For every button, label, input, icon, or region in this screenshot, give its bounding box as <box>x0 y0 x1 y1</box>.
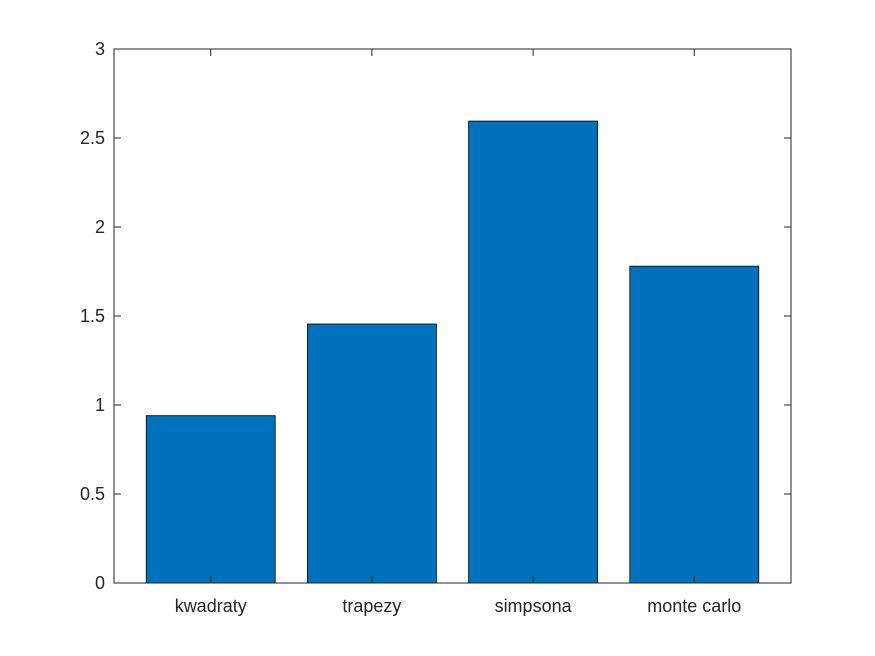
y-tick-label: 2.5 <box>80 128 105 148</box>
y-axis: 0 0.5 1 1.5 2 2.5 3 <box>80 39 791 593</box>
bar-simpsona <box>468 120 598 584</box>
x-axis: kwadraty trapezy simpsona monte carlo <box>175 49 741 616</box>
bar-monte-carlo <box>629 265 760 584</box>
y-tick-label: 3 <box>95 39 105 59</box>
y-tick-label: 1.5 <box>80 306 105 326</box>
bar-kwadraty <box>145 415 276 584</box>
x-category-label: monte carlo <box>647 596 741 616</box>
bar-trapezy <box>307 323 437 584</box>
bars-layer <box>145 120 760 584</box>
x-category-label: trapezy <box>342 596 401 616</box>
y-tick-label: 0 <box>95 573 105 593</box>
y-tick-label: 1 <box>95 395 105 415</box>
y-tick-label: 2 <box>95 217 105 237</box>
x-category-label: kwadraty <box>175 596 247 616</box>
x-category-label: simpsona <box>495 596 573 616</box>
y-tick-label: 0.5 <box>80 484 105 504</box>
